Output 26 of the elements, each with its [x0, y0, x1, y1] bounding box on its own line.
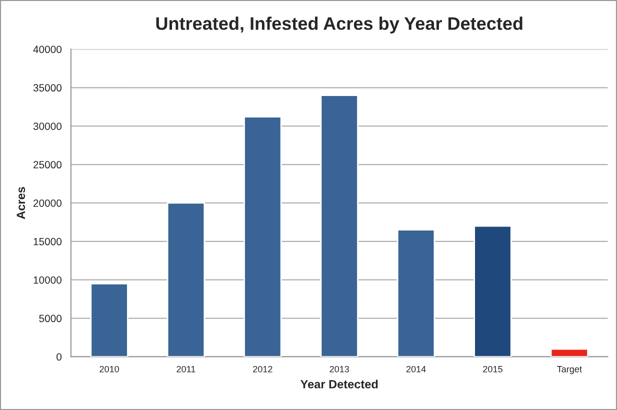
- x-tick-label: 2010: [100, 366, 119, 372]
- x-tick-label: 2011: [176, 366, 196, 372]
- x-tick-label: Target: [557, 366, 582, 374]
- y-tick-label: 20000: [33, 199, 62, 207]
- y-tick-label: 30000: [33, 122, 62, 130]
- y-tick-label: 0: [56, 353, 62, 361]
- y-tick-label: 40000: [33, 46, 62, 54]
- bar: [166, 202, 206, 357]
- y-axis-title: Acres: [16, 187, 26, 220]
- bar: [550, 348, 588, 357]
- bar: [320, 94, 358, 357]
- x-axis-title: Year Detected: [300, 380, 378, 388]
- x-tick-label: 2013: [330, 366, 349, 372]
- bar: [474, 225, 512, 357]
- bar: [396, 229, 436, 357]
- y-tick-label: 15000: [34, 238, 62, 246]
- bar: [244, 116, 282, 357]
- y-tick-label: 25000: [33, 161, 62, 168]
- x-tick-label: 2015: [483, 366, 502, 372]
- x-tick-label: 2014: [406, 366, 426, 372]
- x-tick-label: 2012: [253, 366, 272, 372]
- y-tick-label: 35000: [33, 84, 62, 92]
- y-tick-label: 10000: [34, 276, 62, 284]
- bar: [90, 282, 128, 357]
- chart-title: Untreated, Infested Acres by Year Detected: [156, 16, 522, 34]
- y-tick-label: 5000: [39, 314, 62, 322]
